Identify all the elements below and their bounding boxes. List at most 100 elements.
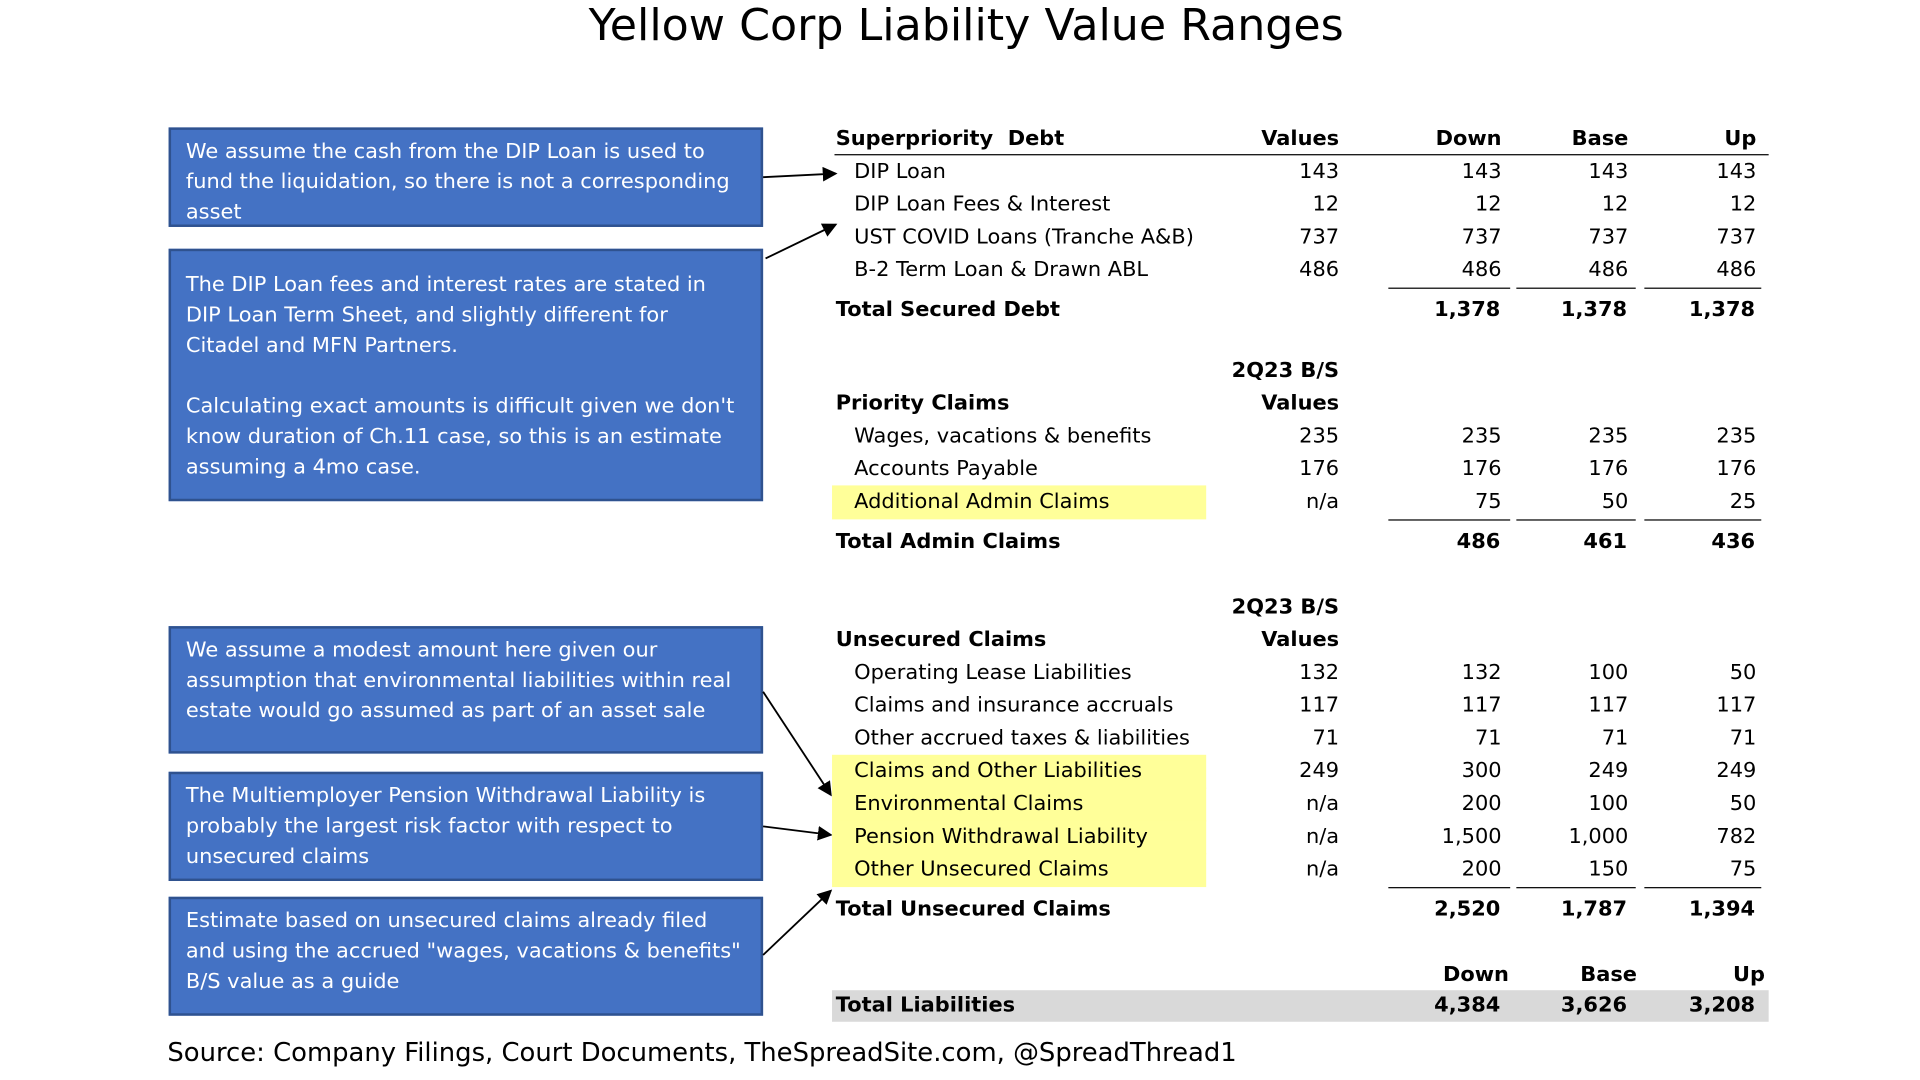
cell: 12	[1601, 192, 1629, 217]
row-label: DIP Loan	[854, 159, 946, 184]
total-cell: 2,520	[1434, 897, 1501, 922]
row-label: UST COVID Loans (Tranche A&B)	[854, 225, 1194, 250]
cell: 737	[1588, 225, 1629, 250]
cell: 486	[1461, 257, 1502, 283]
cell: 235	[1299, 424, 1340, 449]
cell: 50	[1601, 489, 1629, 514]
total-band	[832, 990, 1769, 1022]
total-cell: 1,394	[1688, 897, 1756, 922]
total-rule	[1388, 887, 1511, 889]
column-header: Base	[1571, 126, 1629, 152]
cell: 300	[1461, 759, 1502, 784]
column-subheader: 2Q23 B/S	[1231, 595, 1340, 620]
cell: 12	[1729, 192, 1757, 217]
column-subheader: 2Q23 B/S	[1231, 358, 1340, 383]
cell: 249	[1299, 759, 1340, 784]
cell: 50	[1729, 660, 1757, 686]
note-text: The Multiemployer Pension Withdrawal Lia…	[185, 783, 706, 869]
cell: 117	[1299, 693, 1340, 718]
highlight	[832, 787, 1207, 822]
arrow	[765, 223, 838, 260]
column-header: Base	[1580, 962, 1637, 988]
total-rule	[1644, 887, 1762, 889]
arrow	[762, 691, 832, 797]
row-label: Environmental Claims	[854, 791, 1084, 817]
total-cell: 3,208	[1688, 993, 1756, 1018]
total-cell: 486	[1456, 529, 1501, 554]
cell: 75	[1474, 489, 1502, 514]
row-label: Operating Lease Liabilities	[854, 660, 1132, 686]
total-label: Total Liabilities	[835, 993, 1016, 1018]
section-header: Superpriority Debt	[835, 126, 1065, 152]
total-cell: 1,378	[1688, 297, 1756, 323]
cell: 176	[1716, 456, 1757, 482]
cell: 782	[1716, 824, 1757, 849]
row-label: DIP Loan Fees & Interest	[854, 192, 1111, 217]
section-header: Unsecured Claims	[835, 627, 1047, 653]
cell: 176	[1588, 456, 1629, 482]
total-rule	[1516, 887, 1636, 889]
cell: 235	[1588, 424, 1629, 449]
column-header: Values	[1261, 126, 1340, 152]
cell: 200	[1461, 857, 1502, 882]
cell: 1,000	[1568, 824, 1629, 849]
row-label: Wages, vacations & benefits	[854, 424, 1152, 449]
cell: 12	[1474, 192, 1502, 217]
total-cell: 3,626	[1560, 993, 1628, 1018]
total-cell: 436	[1711, 529, 1756, 554]
column-header: Up	[1724, 126, 1757, 152]
row-label: Other accrued taxes & liabilities	[854, 726, 1190, 751]
cell: 12	[1312, 192, 1340, 217]
total-cell: 1,378	[1434, 297, 1501, 323]
total-cell: 1,787	[1560, 897, 1628, 922]
note-text: We assume a modest amount here given our…	[185, 638, 732, 724]
row-label: Pension Withdrawal Liability	[854, 824, 1148, 849]
cell: 71	[1729, 726, 1757, 751]
cell: 100	[1588, 660, 1629, 686]
arrow	[762, 889, 833, 956]
cell: 143	[1461, 159, 1502, 184]
column-header: Values	[1261, 391, 1340, 416]
highlight	[832, 754, 1207, 789]
cell: 737	[1716, 225, 1757, 250]
cell: 1,500	[1441, 824, 1502, 849]
total-label: Total Admin Claims	[835, 529, 1061, 554]
header-rule	[834, 154, 1769, 156]
cell: 249	[1588, 759, 1629, 784]
column-header: Values	[1261, 627, 1340, 653]
cell: 176	[1461, 456, 1502, 482]
note: Estimate based on unsecured claims alrea…	[168, 896, 764, 1016]
cell: 486	[1299, 257, 1340, 283]
row-label: Claims and Other Liabilities	[854, 759, 1143, 784]
note: We assume the cash from the DIP Loan is …	[168, 127, 764, 227]
section-header: Priority Claims	[835, 391, 1010, 416]
note: The Multiemployer Pension Withdrawal Lia…	[168, 771, 764, 882]
total-rule	[1644, 519, 1762, 521]
highlight	[832, 820, 1207, 855]
cell: 50	[1729, 791, 1757, 817]
note: The DIP Loan fees and interest rates are…	[168, 248, 764, 502]
cell: n/a	[1305, 791, 1340, 817]
column-header: Down	[1442, 962, 1509, 988]
cell: 150	[1588, 857, 1629, 882]
cell: 249	[1716, 759, 1757, 784]
cell: 117	[1588, 693, 1629, 718]
column-header: Up	[1732, 962, 1765, 988]
cell: 235	[1461, 424, 1502, 449]
cell: 71	[1601, 726, 1629, 751]
total-cell: 1,378	[1560, 297, 1628, 323]
total-rule	[1644, 287, 1762, 289]
cell: 117	[1716, 693, 1757, 718]
note: We assume a modest amount here given our…	[168, 626, 764, 754]
cell: 176	[1299, 456, 1340, 482]
cell: 486	[1716, 257, 1757, 283]
cell: 143	[1588, 159, 1629, 184]
note-text: We assume the cash from the DIP Loan is …	[185, 139, 730, 225]
row-label: B-2 Term Loan & Drawn ABL	[854, 257, 1149, 283]
cell: 71	[1474, 726, 1502, 751]
note-text: Calculating exact amounts is difficult g…	[185, 394, 735, 480]
cell: 200	[1461, 791, 1502, 817]
cell: 25	[1729, 489, 1757, 514]
